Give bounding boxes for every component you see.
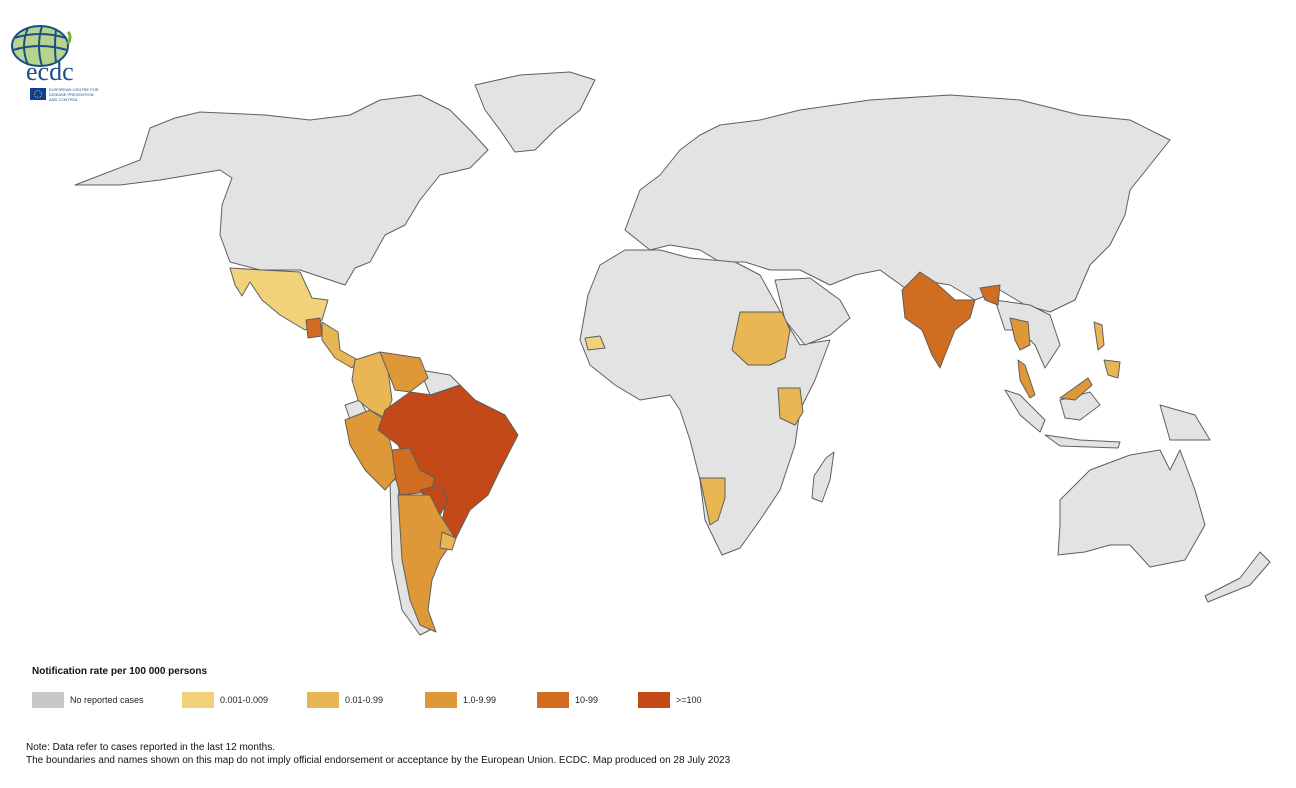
legend-label: 10-99 xyxy=(575,695,599,705)
country-guatemala[interactable] xyxy=(305,317,323,339)
legend-item: 0.01-0.99 xyxy=(307,691,383,709)
legend-label: >=100 xyxy=(676,695,702,705)
note-line-2: The boundaries and names shown on this m… xyxy=(26,755,731,766)
legend-item: 0.001-0.009 xyxy=(182,691,268,709)
country-mexico[interactable] xyxy=(229,267,329,331)
country-north-america[interactable] xyxy=(74,94,489,286)
country-argentina[interactable] xyxy=(397,494,456,633)
legend-item: >=100 xyxy=(638,691,702,709)
legend-title: Notification rate per 100 000 persons xyxy=(32,666,208,677)
country-kenya[interactable] xyxy=(777,387,804,426)
logo-org-line1: EUROPEAN CENTRE FOR xyxy=(49,87,99,92)
legend-item: 10-99 xyxy=(537,691,598,709)
note-line-1: Note: Data refer to cases reported in th… xyxy=(26,742,276,753)
country-namibia[interactable] xyxy=(699,477,726,526)
logo-acronym: ecdc xyxy=(26,57,74,86)
country-malaysia[interactable] xyxy=(1017,359,1093,401)
country-indonesia[interactable] xyxy=(1004,389,1211,449)
country-central-america[interactable] xyxy=(321,321,359,369)
eu-flag-icon xyxy=(30,88,46,100)
ecdc-logo: ecdc EUROPEAN CENTRE FOR DISEASE PREVENT… xyxy=(10,22,110,104)
logo-org-line3: AND CONTROL xyxy=(49,97,79,102)
legend-label: No reported cases xyxy=(70,695,144,705)
region-eurasia[interactable] xyxy=(624,94,1171,313)
world-map xyxy=(74,71,1271,636)
legend-swatch xyxy=(537,692,569,708)
map-notes: Note: Data refer to cases reported in th… xyxy=(26,741,730,767)
country-philippines[interactable] xyxy=(1093,321,1121,379)
legend-swatch xyxy=(638,692,670,708)
country-india[interactable] xyxy=(901,271,1001,369)
legend-swatch xyxy=(425,692,457,708)
legend-swatch xyxy=(307,692,339,708)
globe-icon xyxy=(11,25,72,67)
country-new-zealand[interactable] xyxy=(1204,551,1271,603)
country-madagascar[interactable] xyxy=(811,451,835,503)
country-australia[interactable] xyxy=(1057,449,1206,568)
country-thailand[interactable] xyxy=(1009,317,1031,351)
land-no-cases xyxy=(74,71,1271,636)
legend-item: No reported cases xyxy=(32,691,144,709)
logo-org-line2: DISEASE PREVENTION xyxy=(49,92,94,97)
legend-label: 0.01-0.99 xyxy=(345,695,384,705)
country-sudan[interactable] xyxy=(731,311,791,366)
country-bolivia[interactable] xyxy=(391,447,436,496)
legend-label: 1.0-9.99 xyxy=(463,695,497,705)
country-senegal[interactable] xyxy=(584,335,606,351)
land-reported xyxy=(229,267,1121,633)
country-greenland[interactable] xyxy=(474,71,596,153)
region-arabian-peninsula[interactable] xyxy=(774,277,851,346)
legend-label: 0.001-0.009 xyxy=(220,695,269,705)
legend-swatch xyxy=(182,692,214,708)
legend-swatch xyxy=(32,692,64,708)
legend-item: 1.0-9.99 xyxy=(425,691,496,709)
country-uruguay[interactable] xyxy=(439,531,457,551)
